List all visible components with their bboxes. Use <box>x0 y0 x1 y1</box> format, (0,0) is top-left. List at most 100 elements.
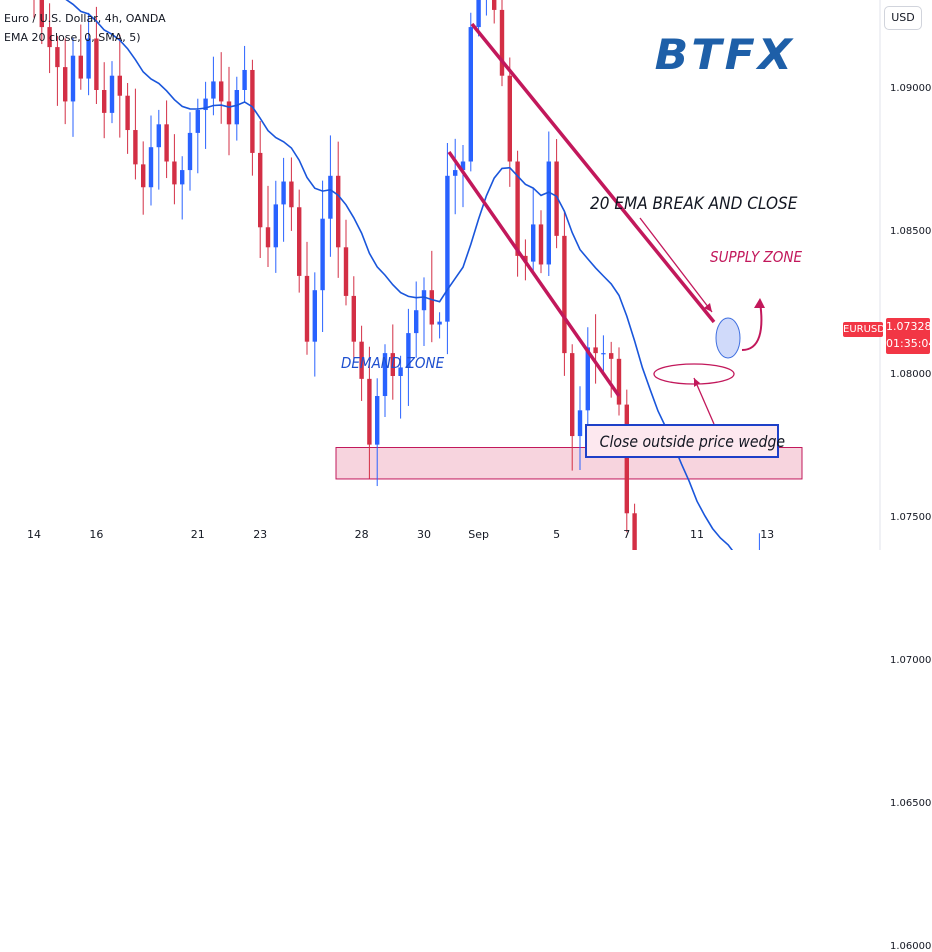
ema-break-annotation: 20 EMA BREAK AND CLOSE <box>590 194 798 214</box>
candle-body <box>554 161 559 236</box>
candle <box>485 0 487 16</box>
wedge-upper-line <box>470 22 716 324</box>
candle <box>499 0 505 87</box>
price-tick-label: 1.06500 <box>890 798 932 809</box>
candle-body <box>398 367 403 376</box>
candle <box>226 66 232 156</box>
price-chart[interactable] <box>0 0 932 724</box>
price-tick-label: 1.08500 <box>890 226 932 237</box>
candle <box>63 38 68 125</box>
candle-body <box>102 90 107 113</box>
candle-body <box>406 333 411 368</box>
candle <box>351 276 356 363</box>
candle <box>125 82 130 154</box>
candle <box>141 141 146 215</box>
projection-arrowhead <box>754 298 765 308</box>
candle-body <box>265 227 271 248</box>
candle-body <box>187 132 193 171</box>
candle <box>304 241 310 355</box>
candle <box>94 6 99 105</box>
candle <box>102 62 107 139</box>
candle-body <box>203 98 208 111</box>
candle-body <box>117 75 122 96</box>
currency-selector[interactable]: USD <box>884 6 922 30</box>
candle-body <box>226 101 232 125</box>
candle <box>624 389 629 533</box>
candle <box>398 355 403 419</box>
close-outside-wedge-text: Close outside price wedge <box>599 432 786 451</box>
candle <box>180 156 185 220</box>
candle <box>187 112 193 191</box>
candle <box>258 120 263 259</box>
candle <box>414 281 419 358</box>
candle-body <box>242 69 247 90</box>
candle-body <box>63 67 68 102</box>
candle-body <box>414 310 419 334</box>
time-tick-label: 5 <box>553 528 561 541</box>
ema-legend[interactable]: EMA 20 close, 0, SMA, 5) <box>4 31 141 44</box>
candle <box>546 131 551 277</box>
demand-zone-label: DEMAND ZONE <box>341 354 445 372</box>
candle <box>195 98 200 174</box>
candle <box>133 88 138 180</box>
candle <box>460 145 466 208</box>
symbol-tag: EURUSD <box>843 322 885 337</box>
candle-body <box>234 90 239 125</box>
candle <box>570 344 575 471</box>
candle <box>172 134 177 205</box>
ema-line <box>65 0 760 567</box>
candle-body <box>289 181 294 208</box>
candle-body <box>468 27 473 162</box>
price-tick-label: 1.07500 <box>890 512 932 523</box>
symbol-legend[interactable]: Euro / U.S. Dollar, 4h, OANDA <box>4 12 166 25</box>
candle-body <box>211 81 216 99</box>
candle-body <box>562 235 567 354</box>
candle <box>156 109 161 190</box>
candle <box>234 76 239 141</box>
candle-body <box>258 152 263 228</box>
candle-body <box>297 207 302 276</box>
candle <box>359 325 364 401</box>
candle <box>265 185 271 268</box>
candle-body <box>312 290 317 342</box>
time-tick-label: 14 <box>27 528 41 541</box>
wedge-lower-line <box>447 150 621 398</box>
candle <box>70 37 76 137</box>
candle <box>78 24 83 90</box>
candle-body <box>336 175 341 248</box>
candle <box>538 210 544 274</box>
candle-body <box>219 81 224 102</box>
candle-body <box>281 181 286 205</box>
price-tick-label: 1.07000 <box>890 655 932 666</box>
candle-body <box>437 321 442 325</box>
candle <box>531 188 536 275</box>
candle <box>445 142 450 355</box>
candle-body <box>531 224 536 262</box>
time-tick-label: 21 <box>190 528 205 541</box>
candle <box>421 277 427 347</box>
candle <box>312 272 317 377</box>
candle <box>492 0 497 24</box>
candle-body <box>320 218 325 291</box>
candle-body <box>429 290 434 325</box>
candle-body <box>453 170 458 176</box>
candle-body <box>577 410 583 437</box>
candle-body <box>601 353 606 355</box>
candle-body <box>609 353 614 359</box>
chart-area[interactable] <box>0 0 932 724</box>
candle-body <box>546 161 551 265</box>
candle <box>273 180 278 273</box>
candle <box>47 3 52 74</box>
candle-body <box>180 170 185 185</box>
candle-body <box>343 247 349 296</box>
candle-body <box>593 347 598 354</box>
bar-countdown: 01:35:04 <box>886 337 932 350</box>
candle-body <box>616 358 622 405</box>
candle <box>242 45 247 102</box>
time-tick-label: Sep <box>468 528 489 541</box>
candle-body <box>55 47 60 68</box>
candle <box>328 135 333 257</box>
candle-body <box>445 175 450 322</box>
candle-body <box>47 27 52 48</box>
candle-body <box>78 55 83 79</box>
